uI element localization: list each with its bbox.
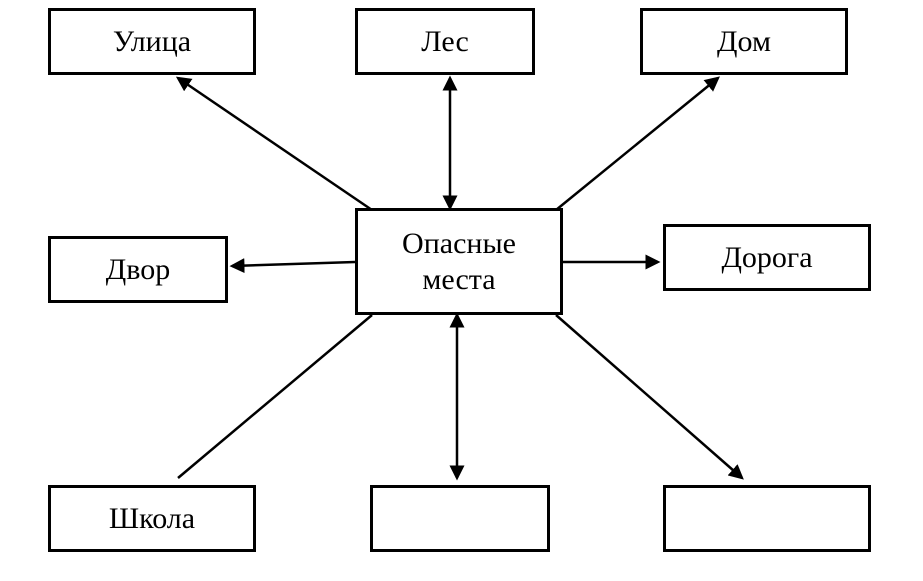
edge-5	[178, 315, 372, 478]
node-school: Школа	[48, 485, 256, 552]
node-yard: Двор	[48, 236, 228, 303]
node-label: Школа	[109, 501, 195, 537]
node-label: Лес	[421, 24, 469, 60]
node-label: Дом	[717, 24, 771, 60]
node-forest: Лес	[355, 8, 535, 75]
node-road: Дорога	[663, 224, 871, 291]
node-center: Опасныеместа	[355, 208, 563, 315]
node-label: Двор	[106, 252, 170, 288]
edge-7	[556, 315, 742, 478]
node-label: Дорога	[721, 240, 812, 276]
node-empty2	[663, 485, 871, 552]
node-street: Улица	[48, 8, 256, 75]
node-label: места	[422, 262, 495, 298]
node-label: Опасные	[402, 226, 516, 262]
node-house: Дом	[640, 8, 848, 75]
edge-3	[232, 262, 355, 266]
edge-0	[178, 78, 372, 210]
node-empty1	[370, 485, 550, 552]
node-label: Улица	[113, 24, 191, 60]
edge-2	[556, 78, 718, 210]
